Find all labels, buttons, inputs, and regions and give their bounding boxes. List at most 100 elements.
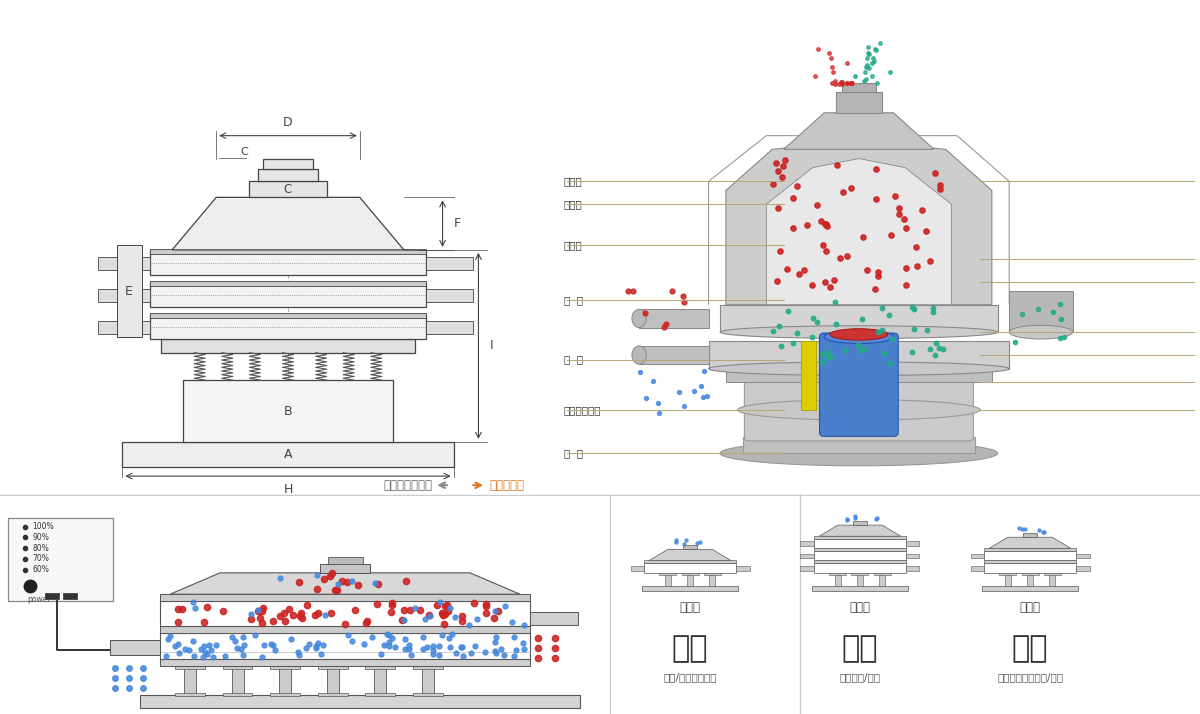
Bar bbox=[1076, 565, 1090, 570]
Bar bbox=[686, 575, 694, 585]
Bar bbox=[736, 565, 750, 570]
Bar bbox=[413, 693, 443, 696]
Text: 去除异物/结块: 去除异物/结块 bbox=[840, 673, 881, 683]
Bar bbox=[726, 368, 992, 383]
Polygon shape bbox=[767, 159, 952, 305]
Ellipse shape bbox=[708, 362, 1009, 376]
Text: 弹  簧: 弹 簧 bbox=[564, 355, 583, 365]
Bar bbox=[97, 288, 150, 301]
FancyBboxPatch shape bbox=[820, 333, 898, 436]
Bar bbox=[122, 442, 454, 467]
Bar bbox=[880, 575, 886, 585]
Text: 结构示意图: 结构示意图 bbox=[490, 478, 524, 492]
Bar bbox=[160, 626, 530, 633]
Bar bbox=[1004, 575, 1010, 585]
Text: 80%: 80% bbox=[32, 543, 49, 553]
Bar bbox=[320, 564, 370, 573]
Bar bbox=[984, 548, 1076, 550]
Bar bbox=[971, 553, 984, 558]
Bar bbox=[1044, 573, 1061, 575]
Text: I: I bbox=[490, 339, 493, 353]
Bar bbox=[874, 573, 890, 575]
Polygon shape bbox=[172, 197, 404, 250]
Bar bbox=[812, 585, 907, 591]
Bar bbox=[110, 640, 160, 655]
Text: 运输固定螺栓: 运输固定螺栓 bbox=[564, 405, 601, 415]
Text: H: H bbox=[283, 483, 293, 496]
Bar bbox=[250, 181, 326, 197]
Bar bbox=[413, 666, 443, 670]
Bar bbox=[374, 666, 386, 695]
Bar bbox=[829, 573, 846, 575]
Bar bbox=[1049, 575, 1055, 585]
Bar bbox=[263, 159, 313, 169]
Bar bbox=[683, 545, 697, 549]
Bar bbox=[421, 666, 433, 695]
Text: F: F bbox=[454, 217, 461, 231]
Bar bbox=[852, 573, 869, 575]
Bar bbox=[318, 666, 348, 670]
Bar bbox=[150, 281, 426, 286]
Bar bbox=[7, 518, 113, 601]
Bar bbox=[150, 248, 426, 254]
Bar bbox=[175, 693, 205, 696]
Bar bbox=[835, 92, 882, 113]
Bar bbox=[983, 585, 1078, 591]
Bar bbox=[1076, 553, 1090, 558]
Ellipse shape bbox=[824, 330, 894, 343]
Bar bbox=[160, 659, 530, 666]
Bar bbox=[97, 321, 150, 333]
Bar bbox=[814, 536, 906, 538]
Bar bbox=[426, 288, 473, 301]
Bar bbox=[270, 666, 300, 670]
FancyBboxPatch shape bbox=[744, 378, 973, 441]
Bar bbox=[802, 341, 816, 410]
Bar bbox=[814, 560, 906, 563]
Text: power: power bbox=[28, 595, 52, 604]
Ellipse shape bbox=[720, 441, 997, 466]
Bar bbox=[720, 305, 997, 332]
Bar bbox=[642, 585, 738, 591]
Polygon shape bbox=[784, 113, 934, 149]
Bar bbox=[906, 541, 919, 546]
Bar bbox=[140, 695, 580, 708]
Bar bbox=[640, 309, 708, 328]
Bar bbox=[222, 666, 252, 670]
Bar bbox=[232, 666, 244, 695]
Bar bbox=[326, 666, 338, 695]
Bar bbox=[530, 613, 577, 625]
Text: 颗粒/粉末准确分级: 颗粒/粉末准确分级 bbox=[664, 673, 716, 683]
Bar bbox=[160, 594, 530, 600]
Bar bbox=[365, 693, 395, 696]
Bar bbox=[703, 573, 720, 575]
Text: 100%: 100% bbox=[32, 522, 54, 531]
Bar bbox=[222, 693, 252, 696]
Bar bbox=[184, 666, 196, 695]
Text: C: C bbox=[284, 183, 292, 196]
Bar bbox=[971, 565, 984, 570]
Bar bbox=[814, 550, 906, 560]
Bar bbox=[150, 314, 426, 339]
Bar bbox=[814, 538, 906, 548]
Polygon shape bbox=[820, 525, 901, 536]
Bar bbox=[644, 563, 736, 573]
Ellipse shape bbox=[738, 400, 980, 420]
Bar bbox=[835, 575, 841, 585]
Bar bbox=[426, 321, 473, 333]
Text: A: A bbox=[283, 448, 293, 461]
Ellipse shape bbox=[632, 309, 647, 328]
Bar bbox=[46, 593, 59, 599]
Polygon shape bbox=[170, 573, 520, 594]
Text: B: B bbox=[283, 405, 293, 418]
Polygon shape bbox=[726, 140, 992, 305]
Bar bbox=[630, 565, 644, 570]
Text: 90%: 90% bbox=[32, 533, 49, 542]
Bar bbox=[906, 565, 919, 570]
Bar bbox=[258, 169, 318, 181]
Bar bbox=[984, 550, 1076, 560]
Bar bbox=[365, 666, 395, 670]
Bar bbox=[709, 575, 715, 585]
Bar bbox=[426, 257, 473, 270]
Text: E: E bbox=[125, 284, 133, 298]
Text: 分级: 分级 bbox=[672, 634, 708, 663]
